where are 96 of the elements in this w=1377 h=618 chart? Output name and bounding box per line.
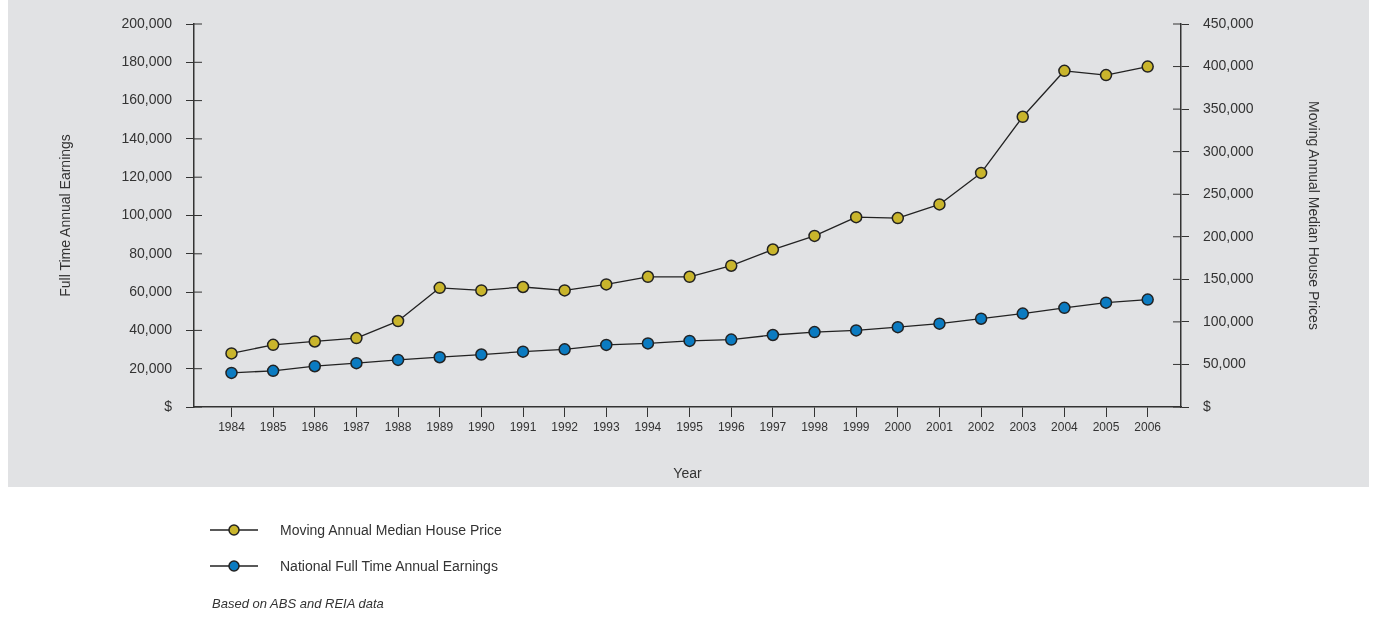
- point: [391, 353, 405, 367]
- point: [516, 345, 530, 358]
- x-tick-label: 2001: [926, 419, 954, 434]
- point: [225, 347, 238, 360]
- x-tick-label: 1990: [468, 419, 496, 434]
- x-tick-label: 1989: [426, 419, 454, 434]
- point: [475, 348, 488, 361]
- point: [1016, 110, 1029, 124]
- y2-tick-label: 150,000: [1203, 270, 1254, 287]
- point: [1099, 68, 1113, 82]
- point: [433, 350, 446, 364]
- point: [350, 331, 363, 345]
- point: [641, 337, 655, 350]
- x-axis-title: Year: [673, 465, 702, 482]
- point: [724, 333, 738, 346]
- y2-tick-label: 250,000: [1203, 185, 1254, 202]
- x-tick-label: 2005: [1092, 419, 1120, 434]
- x-tick-label: 1987: [343, 419, 371, 434]
- point: [1099, 296, 1113, 309]
- point: [308, 359, 322, 373]
- y-tick-label: 100,000: [121, 206, 173, 223]
- x-tick-label: 2004: [1051, 419, 1079, 434]
- point: [724, 259, 738, 272]
- point: [808, 229, 821, 243]
- y-tick-label: 140,000: [121, 129, 173, 146]
- y2-tick-label: 350,000: [1203, 99, 1254, 116]
- point: [600, 338, 613, 352]
- y-tick-label: 40,000: [129, 321, 173, 338]
- point: [308, 335, 322, 348]
- y2-tick-label: 100,000: [1203, 312, 1254, 329]
- point: [891, 320, 905, 334]
- point: [933, 317, 946, 330]
- x-tick-label: 1995: [676, 419, 704, 434]
- y-axis-title: Full Time Annual Earnings: [57, 134, 74, 297]
- point: [891, 211, 905, 225]
- point: [225, 366, 238, 380]
- point: [849, 210, 863, 224]
- point: [974, 312, 988, 325]
- y-tick-label: $: [164, 397, 173, 414]
- point: [600, 278, 613, 291]
- text: Based on ABS and REIA data: [212, 596, 384, 611]
- point: [974, 166, 988, 180]
- point: [808, 325, 821, 339]
- y-tick-label: 180,000: [121, 53, 173, 70]
- point: [558, 343, 571, 356]
- y-tick-label: 120,000: [121, 168, 173, 185]
- point: [475, 284, 488, 297]
- x-tick-label: 2002: [967, 419, 995, 434]
- x-tick-label: 1985: [259, 419, 287, 434]
- point: [266, 364, 280, 378]
- y2-tick-label: $: [1203, 397, 1211, 414]
- y-tick-label: 60,000: [129, 282, 173, 299]
- y2-tick-label: 400,000: [1203, 57, 1254, 74]
- point: [1141, 60, 1154, 73]
- point: [350, 356, 363, 370]
- x-tick-label: 1988: [384, 419, 412, 434]
- point: [849, 324, 863, 337]
- y-tick-label: 20,000: [129, 359, 173, 376]
- point: [391, 314, 405, 328]
- point: [641, 270, 655, 284]
- y-tick-label: 80,000: [129, 244, 173, 261]
- y2-tick-label: 200,000: [1203, 227, 1254, 244]
- point: [683, 334, 696, 348]
- y2-tick-label: 300,000: [1203, 142, 1254, 159]
- y2-tick-label: 450,000: [1203, 14, 1254, 31]
- point: [766, 328, 780, 342]
- point: [1058, 301, 1071, 315]
- x-tick-label: 1993: [592, 419, 620, 434]
- point: [1141, 293, 1154, 306]
- x-tick-label: 1994: [634, 419, 662, 434]
- y2-tick-label: 50,000: [1203, 355, 1247, 372]
- x-tick-label: 1986: [301, 419, 329, 434]
- x-tick-label: 2006: [1134, 419, 1162, 434]
- point: [766, 243, 780, 256]
- x-tick-label: 1998: [801, 419, 829, 434]
- point: [558, 284, 571, 297]
- x-tick-label: 1991: [509, 419, 537, 434]
- point: [1058, 64, 1071, 78]
- x-tick-label: 2000: [884, 419, 912, 434]
- point: [516, 280, 530, 294]
- x-tick-label: 1992: [551, 419, 579, 434]
- legend-label: National Full Time Annual Earnings: [280, 558, 498, 574]
- point: [266, 338, 280, 352]
- point: [1016, 307, 1029, 320]
- x-tick-label: 1999: [842, 419, 870, 434]
- point: [433, 281, 446, 295]
- x-tick-label: 1997: [759, 419, 787, 434]
- y-tick-label: 200,000: [121, 14, 173, 31]
- point: [683, 270, 696, 284]
- legend-label: Moving Annual Median House Price: [280, 522, 502, 538]
- x-tick-label: 1996: [717, 419, 745, 434]
- x-tick-label: 1984: [218, 419, 246, 434]
- y-tick-label: 160,000: [121, 91, 173, 108]
- x-tick-label: 2003: [1009, 419, 1037, 434]
- y2-axis-title: Moving Annual Median House Prices: [1305, 101, 1322, 330]
- point: [933, 198, 946, 211]
